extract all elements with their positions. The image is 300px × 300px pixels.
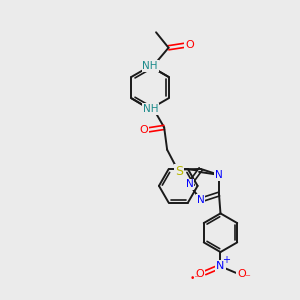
Text: N: N xyxy=(216,261,225,271)
Text: +: + xyxy=(222,255,230,265)
Text: NH: NH xyxy=(143,104,158,114)
Text: O: O xyxy=(237,269,246,279)
Text: NH: NH xyxy=(142,61,158,71)
Text: •⁻: •⁻ xyxy=(189,274,200,283)
Text: O: O xyxy=(195,269,204,279)
Text: N: N xyxy=(215,170,223,180)
Text: ⁻: ⁻ xyxy=(244,273,250,283)
Text: S: S xyxy=(175,165,183,178)
Text: N: N xyxy=(197,195,205,205)
Text: N: N xyxy=(186,179,193,190)
Text: O: O xyxy=(139,125,148,135)
Text: O: O xyxy=(185,40,194,50)
